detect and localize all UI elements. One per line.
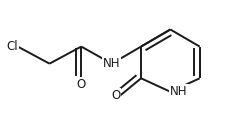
Text: Cl: Cl	[6, 40, 18, 53]
Text: O: O	[110, 89, 120, 102]
Text: NH: NH	[103, 57, 120, 70]
Text: NH: NH	[170, 85, 187, 98]
Text: O: O	[76, 78, 86, 91]
